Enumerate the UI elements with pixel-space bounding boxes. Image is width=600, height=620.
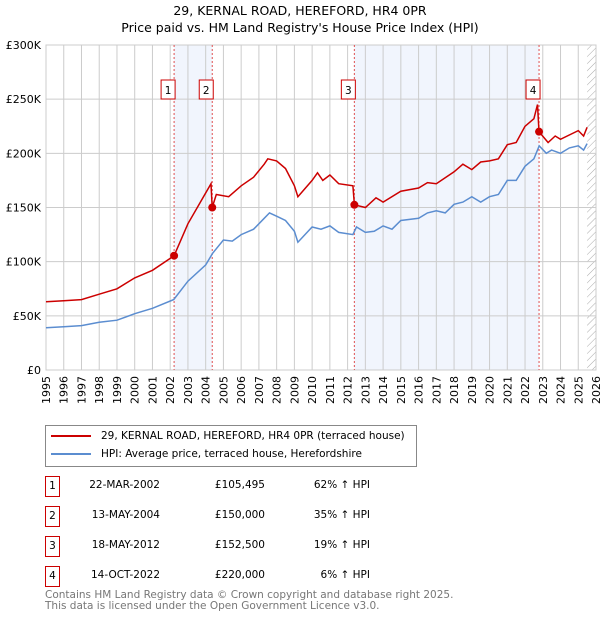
- x-tick-label: 2020: [484, 376, 497, 404]
- transaction-hpi-change: 6% ↑ HPI: [320, 569, 370, 581]
- x-tick-label: 2008: [271, 376, 284, 404]
- sale-point: [535, 127, 544, 136]
- footer: Contains HM Land Registry data © Crown c…: [45, 590, 453, 612]
- x-tick-label: 2016: [413, 376, 426, 404]
- transaction-number: 2: [45, 506, 60, 527]
- footer-licence: This data is licensed under the Open Gov…: [45, 600, 380, 612]
- x-tick-label: 1997: [75, 376, 88, 404]
- y-tick-label: £100K: [6, 256, 42, 269]
- x-tick-label: 2003: [182, 376, 195, 404]
- x-tick-label: 2005: [217, 376, 230, 404]
- transaction-date: 22-MAR-2002: [89, 479, 160, 491]
- x-tick-label: 1996: [58, 376, 71, 404]
- transaction-price: £152,500: [214, 539, 265, 551]
- x-tick-label: 2001: [146, 376, 159, 404]
- sale-label-box: [160, 79, 176, 100]
- x-tick-label: 2015: [395, 376, 408, 404]
- x-tick-label: 2026: [590, 376, 600, 404]
- transaction-date: 18-MAY-2012: [91, 539, 160, 551]
- x-tick-label: 1995: [40, 376, 53, 404]
- transaction-row: 1 22-MAR-2002 £105,495 62% ↑ HPI: [45, 476, 375, 497]
- sale-label-box: [525, 79, 541, 100]
- sale-label: 2: [203, 85, 210, 97]
- y-tick-label: £300K: [6, 39, 42, 52]
- sale-label-box: [198, 79, 214, 100]
- x-tick-label: 2021: [501, 376, 514, 404]
- x-tick-label: 2024: [555, 376, 568, 404]
- x-tick-label: 2022: [519, 376, 532, 404]
- x-tick-label: 2000: [129, 376, 142, 404]
- x-tick-label: 2004: [200, 376, 213, 404]
- transaction-price: £105,495: [214, 479, 265, 491]
- transaction-row: 4 14-OCT-2022 £220,000 6% ↑ HPI: [45, 566, 375, 587]
- x-tick-label: 1998: [93, 376, 106, 404]
- x-tick-label: 2025: [572, 376, 585, 404]
- sale-point: [350, 200, 359, 209]
- legend-swatch-hpi: [51, 453, 91, 455]
- x-tick-label: 2014: [377, 376, 390, 404]
- y-tick-label: £150K: [6, 202, 42, 215]
- transaction-date: 13-MAY-2004: [91, 509, 160, 521]
- property-price-line: [45, 104, 588, 303]
- y-tick-label: £250K: [6, 93, 42, 106]
- transaction-hpi-change: 19% ↑ HPI: [313, 539, 370, 551]
- x-tick-label: 2018: [448, 376, 461, 404]
- x-tick-label: 2019: [466, 376, 479, 404]
- x-tick-label: 2013: [359, 376, 372, 404]
- transaction-hpi-change: 62% ↑ HPI: [313, 479, 370, 491]
- x-tick-label: 2009: [288, 376, 301, 404]
- legend-swatch-property: [51, 435, 91, 437]
- sale-label-box: [340, 79, 356, 100]
- legend-property: 29, KERNAL ROAD, HEREFORD, HR4 0PR (terr…: [101, 430, 405, 442]
- x-tick-label: 2023: [537, 376, 550, 404]
- x-tick-label: 1999: [111, 376, 124, 404]
- sale-point: [208, 203, 217, 212]
- sale-point: [170, 251, 179, 260]
- y-tick-label: £200K: [6, 147, 42, 160]
- y-tick-label: £50K: [13, 310, 42, 323]
- legend: 29, KERNAL ROAD, HEREFORD, HR4 0PR (terr…: [45, 425, 417, 467]
- transaction-row: 3 18-MAY-2012 £152,500 19% ↑ HPI: [45, 536, 375, 557]
- x-tick-label: 2002: [164, 376, 177, 404]
- x-tick-label: 2017: [430, 376, 443, 404]
- chart-title: 29, KERNAL ROAD, HEREFORD, HR4 0PR: [173, 3, 427, 18]
- x-tick-label: 2006: [235, 376, 248, 404]
- transaction-price: £150,000: [214, 509, 265, 521]
- transaction-hpi-change: 35% ↑ HPI: [313, 509, 370, 521]
- x-tick-label: 2007: [253, 376, 266, 404]
- transaction-date: 14-OCT-2022: [91, 569, 160, 581]
- transaction-number: 4: [45, 566, 60, 587]
- sale-label: 3: [345, 85, 352, 97]
- legend-hpi: HPI: Average price, terraced house, Here…: [101, 448, 362, 460]
- sale-label: 1: [165, 85, 172, 97]
- chart-subtitle: Price paid vs. HM Land Registry's House …: [121, 20, 479, 35]
- y-tick-label: £0: [27, 364, 41, 377]
- sale-label: 4: [530, 85, 537, 97]
- x-tick-label: 2012: [342, 376, 355, 404]
- hpi-line: [45, 143, 588, 329]
- transaction-row: 2 13-MAY-2004 £150,000 35% ↑ HPI: [45, 506, 375, 527]
- transaction-number: 1: [45, 476, 60, 497]
- price-chart: 1995 1996 1997 1998 1999 2000 2001 2002 2003 2004…: [6, 39, 600, 404]
- footer-copyright: Contains HM Land Registry data © Crown c…: [45, 589, 454, 601]
- transaction-number: 3: [45, 536, 60, 557]
- x-tick-label: 2010: [306, 376, 319, 404]
- transaction-price: £220,000: [214, 569, 265, 581]
- x-tick-label: 2011: [324, 376, 337, 404]
- plot-border: [45, 44, 597, 371]
